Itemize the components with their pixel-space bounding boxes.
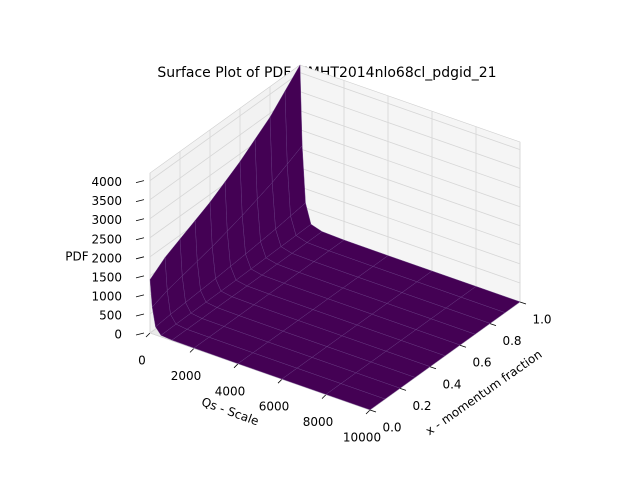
x-tick-label: 8000 (303, 415, 334, 429)
y-tick-label: 0.8 (502, 334, 521, 348)
z-tick (135, 180, 145, 184)
z-tick-label: 4000 (91, 175, 122, 189)
grid-line (299, 91, 521, 170)
z-tick (135, 313, 145, 317)
x-tick-label: 10000 (343, 431, 381, 445)
y-tick-label: 0.4 (442, 377, 461, 391)
z-tick (135, 294, 145, 298)
y-tick-label: 0.6 (472, 356, 491, 370)
z-tick (135, 332, 145, 336)
x-tick (277, 378, 283, 384)
z-tick (135, 199, 145, 203)
y-tick (489, 323, 497, 326)
x-axis-label: Qs - Scale (200, 395, 261, 429)
surface-patch (325, 383, 386, 411)
z-tick-label: 1000 (91, 289, 122, 303)
z-tick-label: 500 (99, 308, 122, 322)
grid-line (149, 72, 301, 181)
grid-line (299, 72, 521, 150)
y-tick (459, 344, 467, 348)
y-tick-label: 0.2 (412, 399, 431, 413)
y-tick-label: 1.0 (532, 313, 551, 327)
grid-line (299, 148, 521, 227)
grid-line (299, 186, 521, 265)
z-tick-label: 3500 (91, 194, 122, 208)
chart-title: Surface Plot of PDF MMHT2014nlo68cl_pdgi… (157, 65, 496, 81)
y-tick (399, 388, 407, 391)
z-tick-label: 2000 (91, 251, 122, 265)
x-tick (321, 394, 327, 399)
z-tick-label: 0 (114, 328, 122, 342)
y-tick-label: 0.0 (382, 421, 401, 435)
grid-line (299, 205, 521, 284)
z-tick-label: 1500 (91, 270, 122, 284)
z-tick (135, 275, 145, 279)
y-tick (519, 301, 527, 305)
z-tick-label: 3000 (91, 213, 122, 227)
z-tick (135, 218, 145, 222)
x-tick (365, 409, 371, 415)
x-tick-label: 0 (138, 354, 146, 368)
x-tick-label: 2000 (171, 369, 202, 383)
x-tick-label: 4000 (215, 384, 246, 398)
z-tick-label: 2500 (91, 232, 122, 246)
y-tick (429, 366, 437, 370)
z-tick (135, 256, 145, 260)
grid-line (299, 110, 521, 189)
x-tick (189, 348, 195, 353)
grid-line (299, 167, 521, 246)
z-axis-label: PDF (65, 250, 88, 264)
x-tick (145, 332, 151, 338)
x-tick (233, 363, 239, 369)
y-tick (369, 409, 377, 413)
grid-line (299, 129, 521, 208)
z-tick (135, 237, 145, 241)
x-tick-label: 6000 (259, 400, 290, 414)
